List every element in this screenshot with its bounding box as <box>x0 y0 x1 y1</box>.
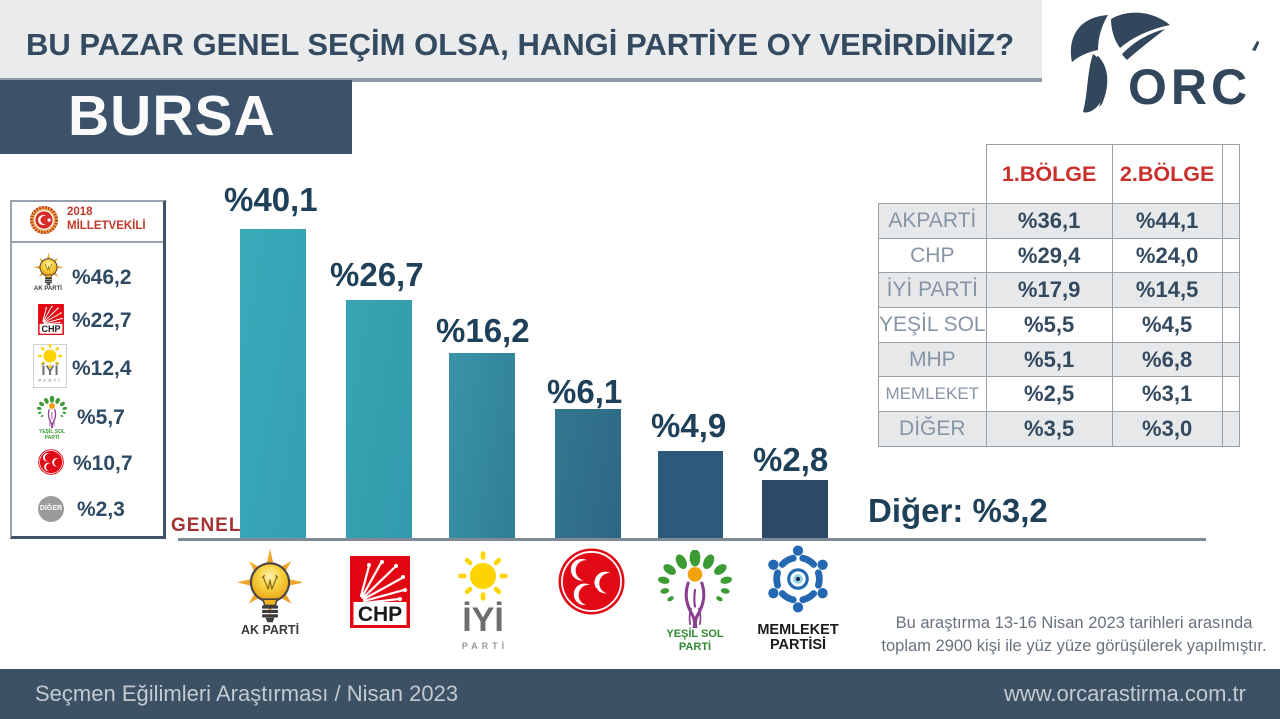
svg-text:ORC: ORC <box>1128 59 1251 115</box>
